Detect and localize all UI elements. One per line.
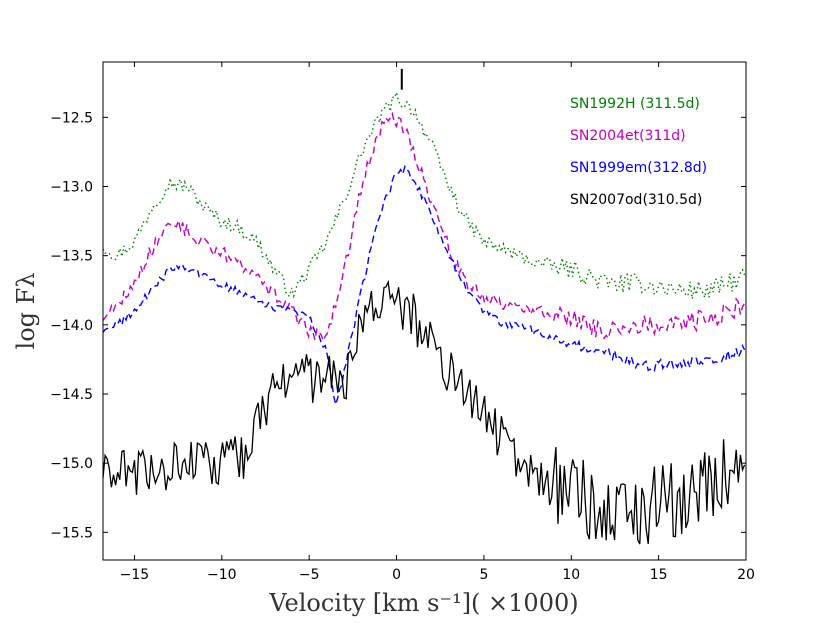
y-tick-label: −15.0 — [50, 456, 93, 472]
y-tick-label: −14.0 — [50, 318, 93, 334]
y-tick-label: −14.5 — [50, 387, 93, 403]
x-axis-title: Velocity [km s⁻¹]( ×1000) — [268, 589, 578, 617]
series-line-sn2007od-310-5d — [102, 279, 746, 545]
legend-entry: SN2004et(311d) — [570, 128, 686, 144]
series-line-sn2004et-311d — [102, 111, 746, 343]
plot-frame — [102, 61, 747, 561]
x-tick-label: 0 — [392, 567, 401, 583]
tick-layer: −15 −10 −5 0 5 10 15 20 −12.5 −13.0 −13.5 −14.0 −14.… — [50, 62, 755, 583]
x-tick-label: −10 — [207, 567, 237, 583]
x-tick-label: 5 — [479, 567, 488, 583]
x-tick-label: 10 — [562, 567, 580, 583]
x-tick-label: −5 — [299, 567, 320, 583]
y-tick-label: −12.5 — [50, 110, 93, 126]
legend: SN1992H (311.5d) SN2004et(311d) SN1999em(3… — [570, 96, 707, 208]
x-tick-label: −15 — [120, 567, 150, 583]
y-tick-label: −13.0 — [50, 180, 93, 196]
legend-entry: SN1992H (311.5d) — [570, 96, 700, 112]
legend-entry: SN1999em(312.8d) — [570, 160, 707, 176]
y-tick-label: −13.5 — [50, 249, 93, 265]
x-tick-label: 15 — [650, 567, 668, 583]
series-line-sn1992h-311-5d — [102, 90, 746, 300]
y-tick-label: −15.5 — [50, 525, 93, 541]
x-tick-label: 20 — [737, 567, 755, 583]
series-line-sn1999em-312-8d — [102, 164, 746, 408]
series-layer — [102, 90, 746, 545]
y-axis-title: log Fλ — [12, 273, 40, 350]
legend-entry: SN2007od(310.5d) — [570, 192, 702, 208]
